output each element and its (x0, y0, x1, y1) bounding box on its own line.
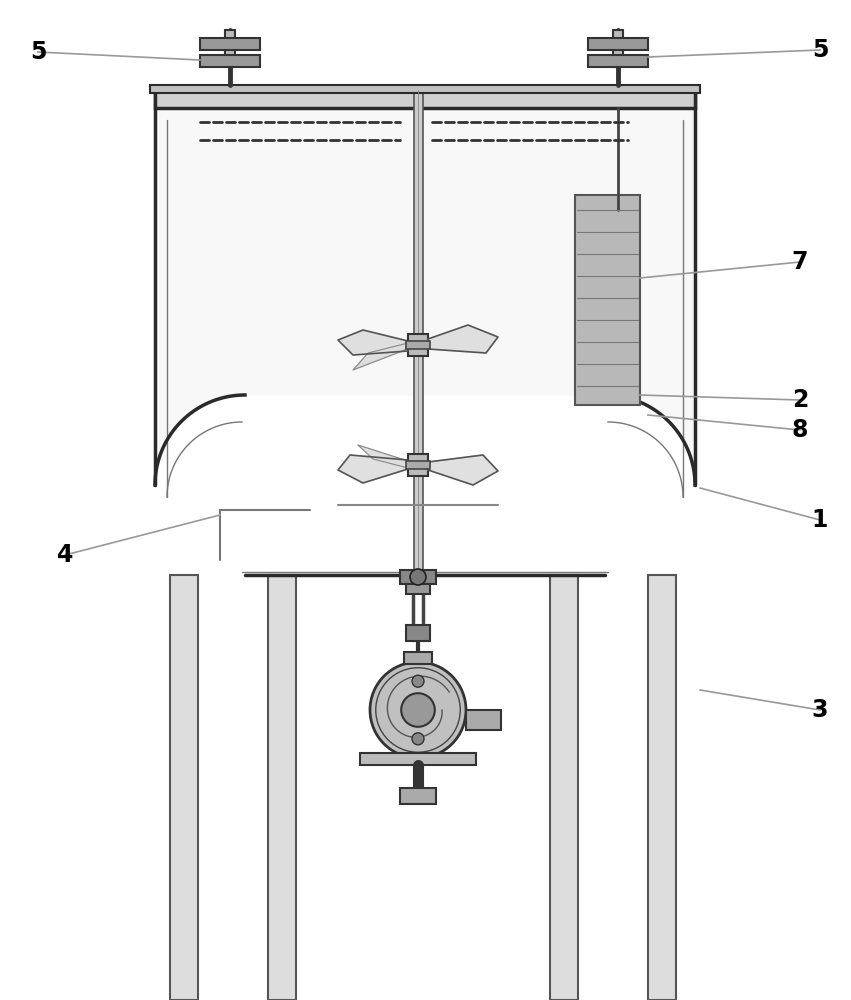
Bar (406, 625, 430, 641)
Bar (408, 334, 428, 356)
Bar (648, 575, 676, 1000)
Bar (408, 454, 428, 476)
Text: 3: 3 (812, 698, 828, 722)
Circle shape (401, 693, 435, 727)
Circle shape (412, 675, 424, 687)
Bar (588, 55, 648, 67)
Polygon shape (338, 455, 408, 483)
Bar (400, 788, 436, 804)
Bar (588, 38, 648, 50)
Circle shape (370, 662, 466, 758)
Text: 5: 5 (30, 40, 46, 64)
Bar (404, 652, 432, 664)
Bar (575, 195, 640, 405)
Text: 7: 7 (791, 250, 808, 274)
Bar (150, 85, 700, 93)
Polygon shape (338, 330, 408, 355)
Text: 8: 8 (791, 418, 808, 442)
Polygon shape (358, 445, 408, 468)
Polygon shape (428, 455, 498, 485)
Bar (268, 575, 296, 1000)
Bar (613, 30, 623, 67)
Polygon shape (428, 325, 498, 353)
Text: 5: 5 (812, 38, 828, 62)
Text: 4: 4 (57, 543, 73, 567)
Bar (466, 710, 501, 730)
Bar (406, 341, 430, 349)
Circle shape (412, 733, 424, 745)
Bar (200, 38, 260, 50)
Bar (200, 55, 260, 67)
Polygon shape (155, 90, 695, 485)
Circle shape (410, 569, 426, 585)
Text: 1: 1 (812, 508, 828, 532)
Polygon shape (353, 343, 408, 370)
Bar (414, 90, 423, 575)
Text: 2: 2 (791, 388, 808, 412)
Bar (170, 575, 198, 1000)
Bar (406, 461, 430, 469)
Bar (406, 584, 430, 594)
Bar (550, 575, 578, 1000)
Bar (360, 753, 476, 765)
Bar (400, 570, 436, 584)
Bar (225, 30, 235, 67)
Bar (155, 90, 695, 108)
